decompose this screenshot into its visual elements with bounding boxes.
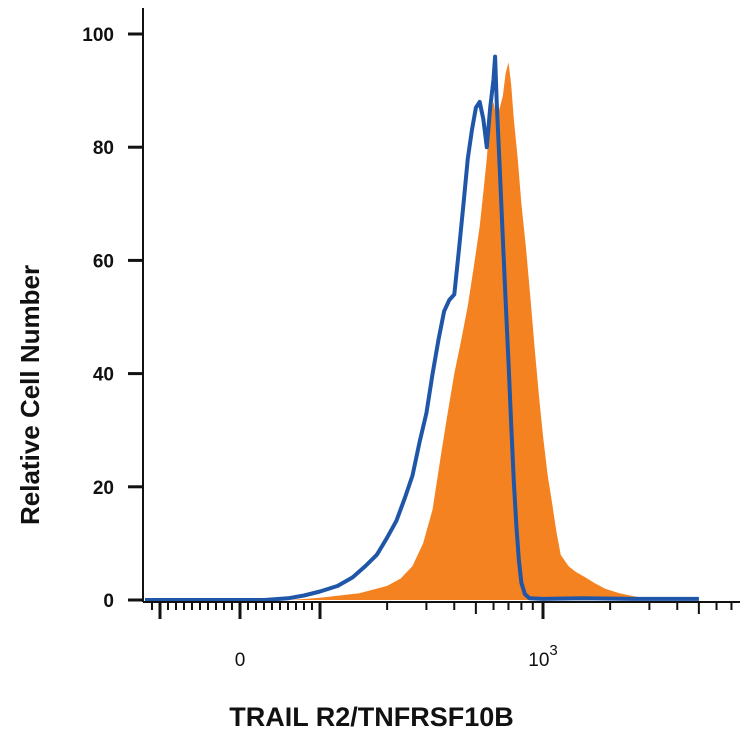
filled-histogram-series [290,62,699,601]
y-tick-label: 0 [103,591,114,612]
y-ticks: 0 20 40 60 80 100 [82,25,143,612]
x-tick-labels: 0 103 [235,642,558,671]
x-tick-label-exponent: 3 [549,642,557,659]
x-tick-label: 0 [235,650,246,671]
outline-histogram-layer [145,54,699,602]
axes [142,8,740,603]
x-tick-label-base: 10 [528,650,549,671]
filled-histogram-layer [290,62,699,601]
x-tick-label: 103 [528,642,557,671]
y-tick-label: 80 [93,138,114,159]
x-ticks [151,603,733,619]
y-tick-label: 20 [93,478,114,499]
outline-histogram-series [145,54,699,602]
y-tick-label: 60 [93,251,114,272]
x-axis-label: TRAIL R2/TNFRSF10B [229,702,514,732]
y-tick-label: 40 [93,365,114,386]
y-tick-label: 100 [82,25,114,46]
y-axis-label: Relative Cell Number [15,264,45,525]
x-tick-label-base: 0 [235,650,246,671]
